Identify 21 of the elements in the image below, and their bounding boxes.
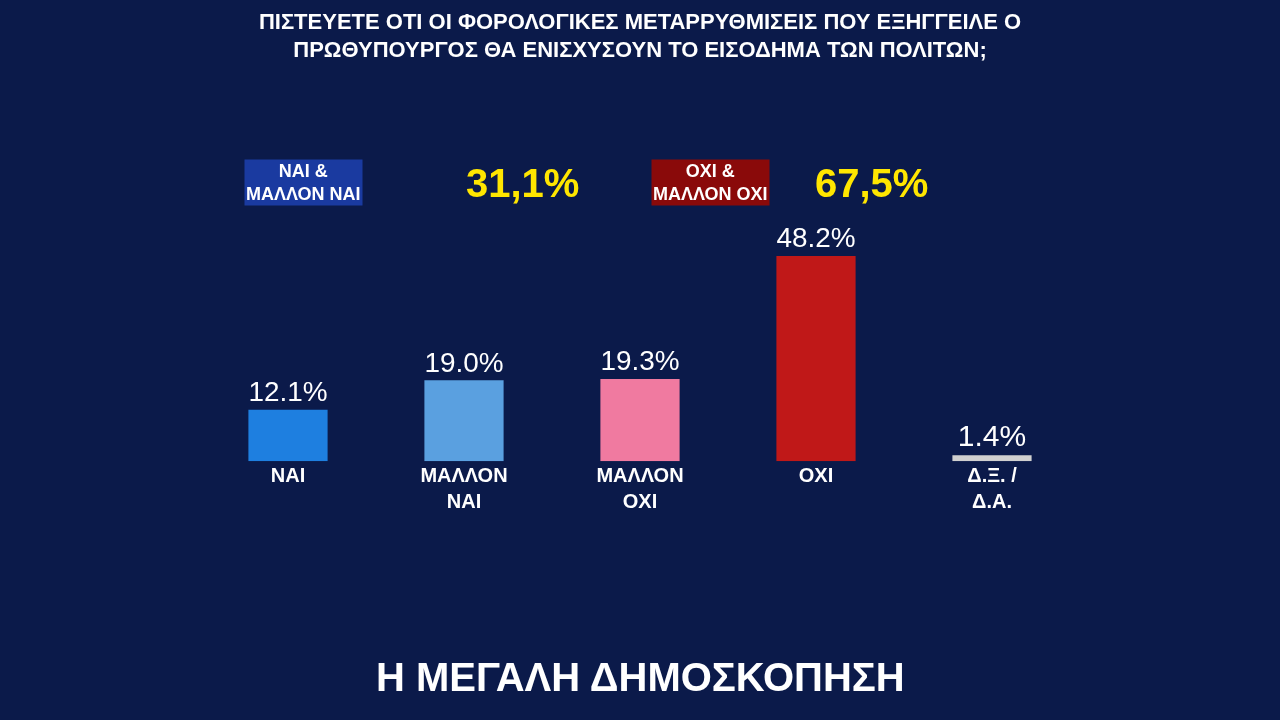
text: ΝΑΙ & ΜΑΛΛΟΝ ΝΑΙ — [246, 161, 361, 205]
bar — [776, 256, 856, 462]
text: ΟΧΙ & ΜΑΛΛΟΝ ΟΧΙ — [653, 161, 768, 205]
x-tick-label: ΜΑΛΛΟΝ ΝΑΙ — [420, 464, 508, 513]
text: Η ΜΕΓΑΛΗ ΔΗΜΟΣΚΟΠΗΣΗ — [376, 655, 905, 699]
data-label: 1.4% — [957, 419, 1027, 453]
bar — [952, 455, 1032, 462]
bar — [600, 379, 680, 462]
x-tick-label: ΜΑΛΛΟΝ ΟΧΙ — [596, 464, 684, 513]
data-label: 12.1% — [248, 376, 328, 408]
data-label: 19.0% — [424, 346, 504, 378]
x-tick-label: ΝΑΙ — [270, 464, 306, 487]
text: 31,1% — [466, 161, 580, 205]
bar — [248, 409, 328, 462]
data-label: 48.2% — [776, 222, 856, 254]
bar — [424, 380, 504, 462]
x-tick-label: ΟΧΙ — [798, 464, 834, 487]
x-tick-label: Δ.Ξ. / Δ.Α. — [967, 464, 1018, 513]
data-label: 19.3% — [600, 345, 680, 377]
text: 67,5% — [815, 161, 929, 205]
chart-title: ΠΙΣΤΕΥΕΤΕ ΟΤΙ ΟΙ ΦΟΡΟΛΟΓΙΚΕΣ ΜΕΤΑΡΡΥΘΜΙΣΕΙΣ ΠΟΥ ΕΞΗΓΓΕΙΛΕ Ο ΠΡΩΘΥΠΟΥΡΓΟΣ ΘΑ ΕΝΙΣΧΥΣΟΥΝ ΤΟ ΕΙΣΟΔΗΜΑ ΤΩΝ ΠΟΛΙΤΩΝ; — [258, 8, 1022, 63]
